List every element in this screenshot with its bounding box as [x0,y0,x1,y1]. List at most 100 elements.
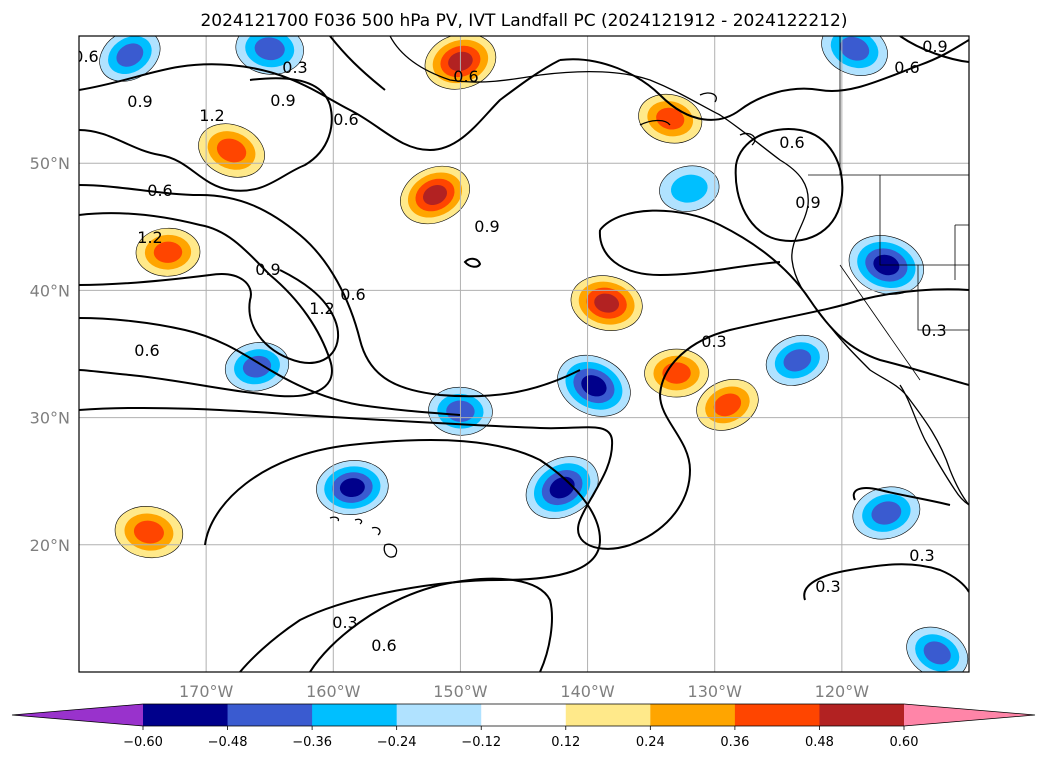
pv-contour [803,563,969,601]
colorbar-extend-low [12,704,143,726]
ivt-anomaly [135,227,201,277]
pv-contour [899,36,969,63]
ivt-anomaly-level [594,293,620,313]
ivt-anomaly [821,36,888,76]
pv-contour [79,184,581,398]
north-america-coast [389,36,969,506]
ivt-anomaly-level [153,241,183,263]
ivt-anomaly-level [670,174,708,203]
pv-contour [79,317,461,416]
contour-label: 0.9 [922,37,947,56]
contour-label: 0.6 [333,110,358,129]
ivt-anomaly-level [242,355,272,378]
colorbar-bin [734,704,820,726]
state-borders [839,36,969,381]
ivt-anomaly [852,486,921,540]
colorbar-bin [650,704,736,726]
ivt-anomaly-level [339,478,365,497]
colorbar-tick-label: −0.60 [123,735,163,750]
borders [808,36,969,381]
colorbar-tick-label: 0.48 [805,735,834,750]
contour-label: 0.9 [474,217,499,236]
ivt-anomaly [235,36,304,75]
ivt-anomaly [525,456,599,519]
contour-label: 0.3 [701,332,726,351]
ivt-anomaly [638,93,703,144]
ivt-anomaly-level [871,501,902,525]
ivt-anomaly-level [216,138,247,163]
colorbar-tick-label: −0.12 [461,735,501,750]
contour-label: 0.6 [779,133,804,152]
contour-labels: 0.3 0.6 0.9 1.2 0.9 0.6 0.6 0.9 1.2 0.9 … [73,37,948,655]
ivt-anomaly [557,354,631,417]
colorbar-bin [396,704,482,726]
pv-contour [559,39,969,121]
colorbar-tick-label: 0.24 [636,735,665,750]
pv-contour [79,212,333,398]
map-title: 2024121700 F036 500 hPa PV, IVT Landfall… [200,11,847,31]
colorbar-tick-label: 0.12 [551,735,580,750]
coastlines [329,36,969,558]
contour-label: 1.2 [309,299,334,318]
pv-contour [79,269,340,364]
colorbar-extend-high [904,704,1035,726]
lon-tick-label: 170°W [179,682,234,701]
pv-contour [204,439,602,672]
colorbar-tick-label: −0.24 [377,735,417,750]
ivt-anomaly-level [116,43,144,67]
contour-label: 0.9 [795,193,820,212]
lon-tick-label: 160°W [306,682,361,701]
contour-label: 0.6 [371,636,396,655]
gridlines [79,36,969,672]
ivt-anomaly [316,460,389,515]
pv-contour [329,36,386,91]
contour-label: 0.6 [73,47,98,66]
contour-label: 1.2 [199,106,224,125]
contour-label: 0.9 [255,260,280,279]
contour-label: 0.6 [134,341,159,360]
colorbar-tick-label: −0.48 [208,735,248,750]
contour-label: 0.3 [282,58,307,77]
alaska-islands [639,92,756,146]
contour-label: 0.3 [921,321,946,340]
lat-tick-label: 20°N [30,536,70,555]
lat-tick-label: 50°N [30,154,70,173]
map-frame [78,35,970,673]
lat-tick-label: 40°N [30,281,70,300]
ivt-anomaly-level [839,36,870,61]
contour-label: 0.3 [909,546,934,565]
ivt-anomaly [198,123,265,178]
ivt-anomaly [570,275,643,331]
lon-tick-label: 150°W [433,682,488,701]
ivt-anomaly [224,342,290,392]
pv-contour [598,229,781,277]
contour-label: 0.6 [453,67,478,86]
baja-california-coast [899,384,969,506]
ivt-anomaly [659,165,720,212]
colorbar-bin [312,704,398,726]
pv-contour [309,577,553,672]
ivt-anomaly-level [783,349,812,372]
colorbar-tick-label: −0.36 [292,735,332,750]
pv-contour [79,77,333,192]
colorbar-bin [565,704,651,726]
ivt-anomaly-level [923,641,951,665]
ivt-anomaly-level [422,184,448,206]
ivt-anomaly-level [713,393,742,417]
ivt-anomaly [906,626,969,672]
pv-contour [852,487,951,506]
colorbar-bin [819,704,905,726]
lon-tick-label: 130°W [688,682,743,701]
contour-label: 0.9 [270,91,295,110]
pv-contour [79,288,969,550]
contour-label: 0.9 [127,92,152,111]
ivt-anomaly [99,36,161,82]
colorbar-bin [481,704,567,726]
colorbar-tick-label: 0.60 [890,735,919,750]
ivt-anomaly [765,334,829,386]
ivt-anomaly-level [656,107,685,130]
ivt-anomaly-level [133,520,164,544]
contour-label: 0.6 [894,58,919,77]
pv-contour [79,59,561,152]
